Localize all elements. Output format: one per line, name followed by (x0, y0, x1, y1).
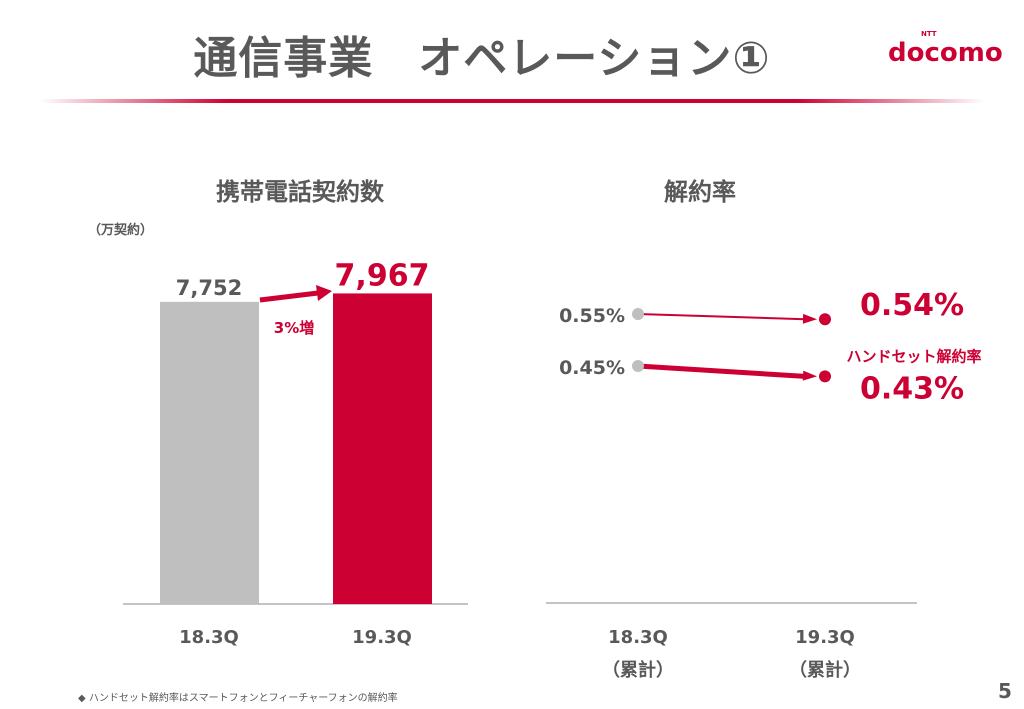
churn-end-label: 0.43% (860, 371, 964, 406)
churn-point-end (819, 370, 831, 383)
title-divider (40, 99, 985, 103)
bar-19.3Q (333, 293, 432, 604)
page-number: 5 (998, 679, 1012, 703)
churn-category-label: 19.3Q (795, 627, 855, 648)
docomo-logo: docomo (888, 38, 1003, 68)
churn-category-label: 18.3Q (608, 627, 668, 648)
churn-point-start (632, 360, 644, 372)
handset-churn-label: ハンドセット解約率 (846, 347, 981, 365)
churn-start-label: 0.55% (559, 305, 625, 327)
churn-start-label: 0.45% (559, 357, 625, 379)
growth-arrow (259, 290, 319, 303)
bar-18.3Q (160, 301, 259, 604)
churn-point-start (632, 308, 644, 320)
growth-annotation: 3%増 (274, 319, 314, 337)
churn-line (637, 313, 806, 321)
churn-line (637, 363, 806, 379)
churn-category-label: （累計） (789, 659, 861, 681)
churn-arrowhead (802, 370, 817, 381)
bar-value-label: 7,967 (335, 258, 430, 293)
bar-chart-unit: （万契約） (88, 223, 154, 238)
churn-point-end (819, 313, 831, 326)
churn-chart-title: 解約率 (664, 178, 736, 206)
bar-category-label: 18.3Q (179, 627, 239, 648)
page-title: 通信事業 オペレーション① (193, 33, 771, 84)
churn-end-label: 0.54% (860, 288, 964, 323)
bar-value-label: 7,752 (176, 276, 242, 300)
footnote: ◆ ハンドセット解約率はスマートフォンとフィーチャーフォンの解約率 (78, 693, 398, 704)
growth-arrowhead (316, 285, 332, 301)
bar-category-label: 19.3Q (352, 627, 412, 648)
logo-ntt: NTT (921, 30, 937, 38)
churn-arrowhead (802, 313, 817, 324)
bar-chart-title: 携帯電話契約数 (216, 178, 384, 206)
churn-category-label: （累計） (602, 659, 674, 681)
